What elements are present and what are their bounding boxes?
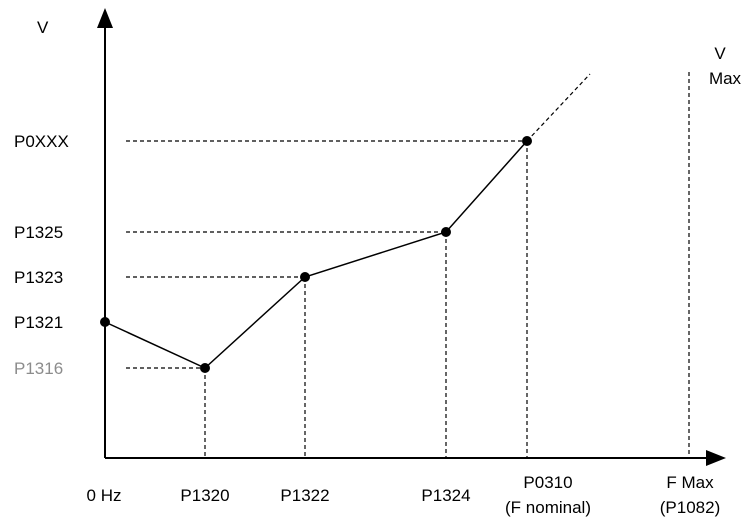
- point-p0310-p0xxx: [522, 136, 532, 146]
- x-level-label: P1322: [280, 486, 329, 505]
- x-level-label: P1324: [421, 486, 470, 505]
- point-p1324-p1325: [441, 227, 451, 237]
- vmax-label-top: V: [714, 44, 726, 63]
- x-level-label: 0 Hz: [87, 486, 122, 505]
- y-level-label: P0XXX: [14, 132, 69, 151]
- point-0hz-p1321: [100, 317, 110, 327]
- y-level-label: P1325: [14, 223, 63, 242]
- vf-curve: [104, 140, 528, 369]
- fmax-label-top: F Max: [666, 473, 714, 492]
- point-p1320-p1316: [200, 363, 210, 373]
- vf-curve-extension: [526, 73, 591, 142]
- x-level-label: P0310: [523, 473, 572, 492]
- x-axis-arrow: [706, 450, 726, 466]
- point-p1322-p1323: [300, 272, 310, 282]
- y-axis-label: V: [37, 18, 49, 37]
- y-level-label-muted: P1316: [14, 359, 63, 378]
- vmax-label-bottom: Max: [709, 69, 742, 88]
- fmax-label-bottom: (P1082): [660, 498, 720, 517]
- x-level-label: P1320: [180, 486, 229, 505]
- y-axis-arrow: [97, 8, 113, 28]
- x-level-sublabel: (F nominal): [505, 498, 591, 517]
- y-level-label: P1323: [14, 268, 63, 287]
- y-level-label: P1321: [14, 313, 63, 332]
